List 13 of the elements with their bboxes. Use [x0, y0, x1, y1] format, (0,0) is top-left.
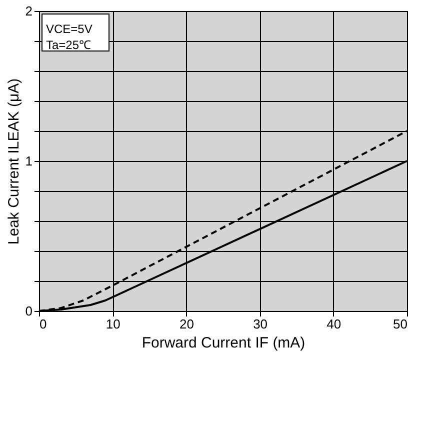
- x-tick-label: 50: [393, 316, 408, 332]
- annotation: VCE=5V: [46, 22, 92, 36]
- y-axis-title: Leak Current ILEAK (μA): [5, 78, 22, 245]
- x-axis-title: Forward Current IF (mA): [142, 334, 306, 352]
- x-tick-label: 40: [326, 316, 342, 332]
- x-tick-label: 10: [106, 316, 120, 332]
- x-tick-label: 0: [40, 316, 47, 332]
- annotation: Ta=25℃: [46, 38, 92, 52]
- y-tick-label: 0: [25, 304, 32, 318]
- x-tick-label: 20: [179, 316, 194, 332]
- y-tick-label: 1: [25, 154, 32, 168]
- x-tick-label: 30: [253, 316, 268, 332]
- y-tick-label: 2: [25, 4, 32, 18]
